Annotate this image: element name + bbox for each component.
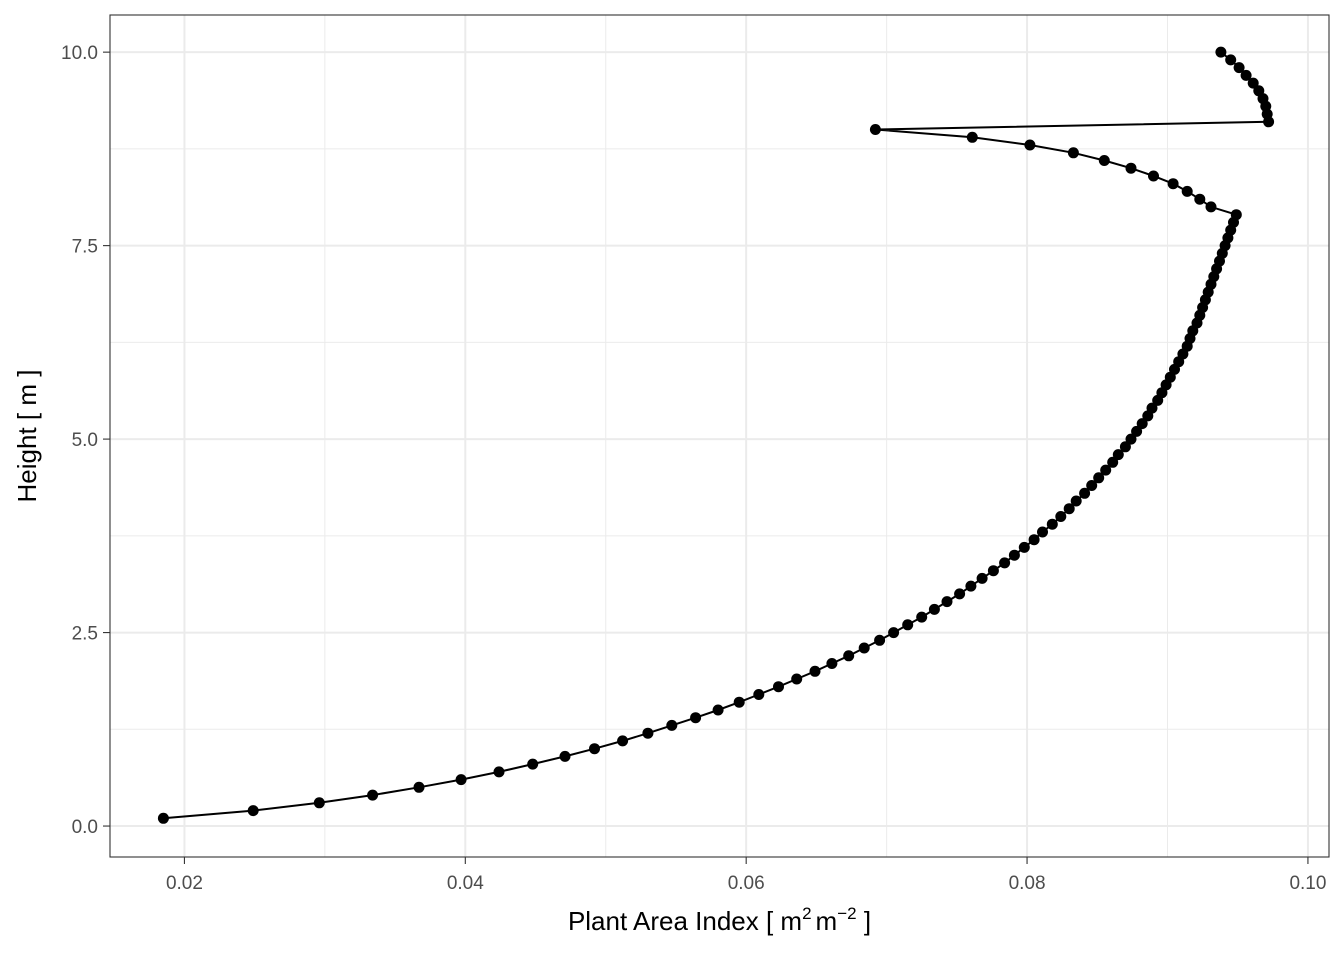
data-point <box>1063 503 1075 515</box>
data-point <box>1037 526 1048 538</box>
data-point <box>1136 418 1148 430</box>
data-point <box>1230 209 1242 221</box>
panel-border <box>109 14 1330 858</box>
data-point <box>1067 147 1079 159</box>
x-axis-title-suffix: ] <box>857 906 871 936</box>
data-point <box>1225 54 1237 66</box>
data-point <box>1215 46 1227 58</box>
data-point <box>247 805 259 817</box>
data-point <box>791 673 803 685</box>
data-point <box>1024 139 1036 151</box>
data-point <box>1107 456 1119 468</box>
data-point <box>1119 441 1131 453</box>
data-point <box>1100 464 1112 476</box>
data-point <box>987 565 999 577</box>
data-point <box>1079 487 1091 499</box>
x-axis: 0.02 0.04 0.06 0.08 0.10 <box>166 857 1326 894</box>
data-point <box>1146 402 1158 414</box>
data-point <box>888 627 900 639</box>
data-point <box>966 131 978 143</box>
data-point <box>1253 85 1265 97</box>
data-point <box>858 642 870 654</box>
data-point <box>753 689 765 700</box>
y-tick-label: 7.5 <box>72 237 98 258</box>
data-point <box>1112 449 1124 461</box>
data-point <box>413 781 425 793</box>
data-point <box>1205 201 1217 213</box>
data-point <box>690 712 702 724</box>
x-axis-title-sup-2: −2 <box>837 904 856 923</box>
data-point <box>733 696 745 708</box>
x-axis-title: Plant Area Index [ m2 m−2 ] <box>568 904 871 936</box>
y-tick-label: 10.0 <box>61 43 98 64</box>
data-point <box>589 743 600 755</box>
data-point <box>1181 185 1193 197</box>
data-point <box>1125 162 1137 174</box>
data-point <box>928 603 940 615</box>
data-point <box>843 650 855 662</box>
data-point <box>1086 480 1098 491</box>
data-point <box>1028 534 1040 546</box>
data-point <box>809 665 821 677</box>
data-point <box>559 750 571 762</box>
data-point <box>826 658 838 669</box>
x-axis-title-sup-1: 2 <box>802 904 811 923</box>
data-point <box>1008 549 1020 561</box>
x-tick-label: 0.08 <box>1009 873 1046 894</box>
data-point <box>874 634 886 646</box>
data-point <box>1247 77 1259 89</box>
data-point <box>1070 495 1082 507</box>
y-axis: 0.0 2.5 5.0 7.5 10.0 <box>61 43 110 838</box>
data-point <box>455 774 467 786</box>
data-point <box>1098 155 1110 166</box>
x-tick-label: 0.04 <box>447 873 484 894</box>
major-gridlines <box>110 15 1329 857</box>
y-tick-label: 5.0 <box>72 430 98 451</box>
data-point <box>999 557 1011 569</box>
data-point <box>954 588 966 600</box>
data-point <box>367 789 379 801</box>
x-axis-title-unit-1: m <box>780 906 802 936</box>
data-point <box>916 611 928 623</box>
series-layer <box>157 46 1275 824</box>
data-point <box>902 619 914 631</box>
data-point <box>666 719 678 731</box>
panel-background <box>110 15 1329 857</box>
data-point <box>313 797 325 809</box>
x-axis-title-unit-2: m <box>816 906 838 936</box>
data-point <box>527 758 539 770</box>
data-point <box>1018 541 1030 553</box>
data-point <box>712 704 724 716</box>
data-point <box>157 812 169 824</box>
data-point <box>1093 472 1105 484</box>
data-point <box>1233 62 1245 74</box>
x-tick-label: 0.10 <box>1289 873 1326 894</box>
y-axis-title: Height [ m ] <box>12 370 42 503</box>
x-tick-label: 0.06 <box>728 873 765 894</box>
minor-gridlines <box>110 15 1329 857</box>
data-point <box>941 596 953 608</box>
data-point <box>1125 433 1137 445</box>
data-point <box>869 124 881 135</box>
x-tick-label: 0.02 <box>166 873 203 894</box>
y-tick-label: 0.0 <box>72 817 98 838</box>
data-point <box>642 727 654 739</box>
data-point <box>1046 518 1058 530</box>
x-axis-title-prefix: Plant Area Index [ <box>568 906 780 936</box>
data-point <box>976 572 988 584</box>
data-point <box>493 766 505 778</box>
data-point <box>617 735 629 747</box>
data-point <box>773 681 784 693</box>
data-point <box>1055 511 1067 522</box>
data-point <box>1148 170 1159 182</box>
data-point <box>1194 193 1206 205</box>
data-point <box>1240 69 1252 81</box>
data-point <box>965 580 977 592</box>
data-point <box>1167 178 1179 190</box>
y-tick-label: 2.5 <box>72 624 98 645</box>
data-point <box>1131 425 1143 437</box>
